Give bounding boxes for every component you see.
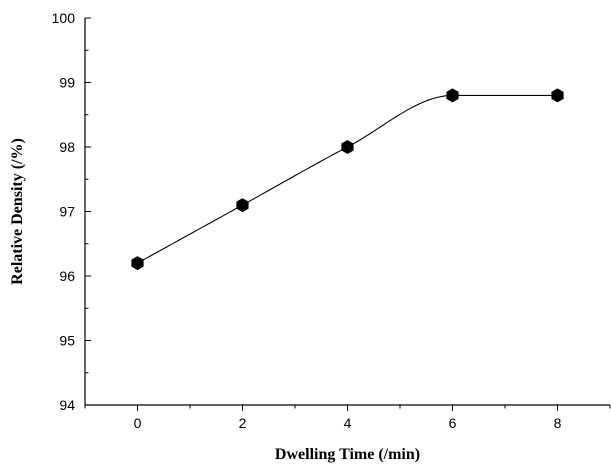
y-tick-label: 96 [59,268,75,284]
fit-curve [137,94,558,264]
plot-area: 94 95 96 97 98 99 100 0 2 4 6 8 [52,10,611,431]
y-tick-label: 99 [59,75,75,91]
x-tick-label: 8 [554,415,562,431]
data-point [446,88,459,103]
y-tick-label: 94 [59,397,75,413]
data-point [341,140,354,154]
x-tick-label: 4 [344,415,352,431]
data-point [236,198,249,213]
y-tick-label: 100 [52,10,76,26]
x-axis-title: Dwelling Time (/min) [275,446,420,463]
y-tick-label: 95 [59,333,75,349]
x-tick-label: 2 [239,415,247,431]
data-point [551,88,564,103]
y-axis-title: Relative Density (/%) [9,138,26,285]
x-tick-label: 0 [134,415,142,431]
x-tick-label: 6 [449,415,457,431]
data-point [131,256,144,271]
y-tick-label: 97 [59,204,75,220]
y-tick-label: 98 [59,139,75,155]
